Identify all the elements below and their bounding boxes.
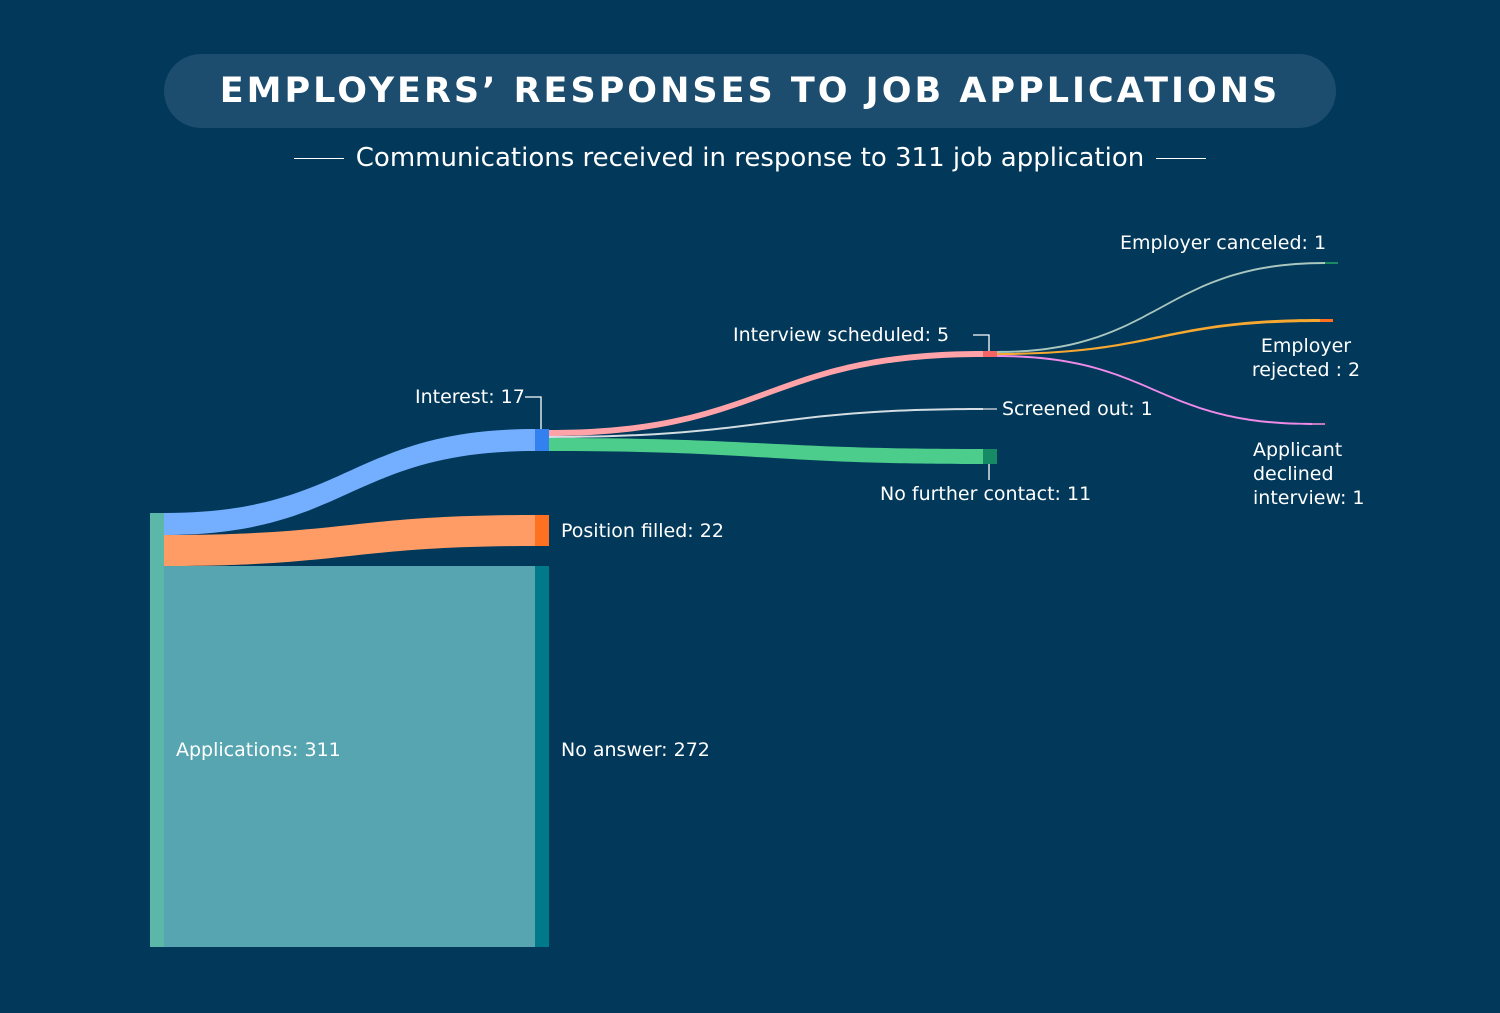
node-label-applications: Applications: 311 [176, 739, 341, 761]
node-label-applicant-declined: Applicant declined interview: 1 [1253, 439, 1365, 509]
node-interview [983, 351, 997, 357]
subtitle-row: Communications received in response to 3… [0, 143, 1500, 173]
node-label-interview: Interview scheduled: 5 [733, 324, 950, 346]
link-interest-to-no-further-contact [549, 438, 983, 464]
node-label-employer-rejected: Employer rejected : 2 [1251, 335, 1361, 381]
link-applications-to-position-filled [164, 515, 535, 566]
node-label-screened-out: Screened out: 1 [1002, 398, 1153, 420]
title-banner: EMPLOYERS’ RESPONSES TO JOB APPLICATIONS [164, 54, 1336, 128]
chart-title: EMPLOYERS’ RESPONSES TO JOB APPLICATIONS [219, 71, 1281, 111]
node-label-no-further-contact: No further contact: 11 [880, 483, 1092, 505]
link-applications-to-interest [164, 429, 535, 535]
node-employer-canceled [1325, 262, 1338, 264]
node-no-answer [535, 566, 549, 947]
link-interest-to-screened-out [549, 408, 983, 438]
node-label-interest: Interest: 17 [415, 386, 525, 408]
interview-leader-line [973, 334, 990, 351]
node-label-no-answer: No answer: 272 [561, 739, 710, 761]
link-interview-to-employer-rejected [997, 319, 1320, 355]
node-applicant-declined [1312, 423, 1325, 425]
subtitle-rule-left [293, 157, 344, 159]
link-applications-to-no-answer [164, 566, 535, 947]
interest-leader-line [525, 396, 542, 429]
node-label-position-filled: Position filled: 22 [561, 520, 724, 542]
node-screened-out [983, 408, 997, 410]
node-no-further-contact [983, 449, 997, 464]
node-label-employer-canceled: Employer canceled: 1 [1120, 232, 1327, 254]
chart-subtitle: Communications received in response to 3… [355, 143, 1145, 173]
node-employer-rejected [1320, 319, 1333, 322]
node-position-filled [535, 515, 549, 546]
link-interview-to-employer-canceled [997, 262, 1325, 353]
node-applications [150, 513, 164, 947]
link-interest-to-interview [549, 351, 983, 436]
subtitle-rule-right [1156, 157, 1207, 159]
node-interest [535, 429, 549, 451]
link-interview-to-applicant-declined [997, 355, 1312, 425]
